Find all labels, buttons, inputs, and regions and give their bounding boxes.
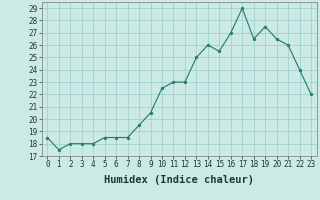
X-axis label: Humidex (Indice chaleur): Humidex (Indice chaleur) [104,175,254,185]
